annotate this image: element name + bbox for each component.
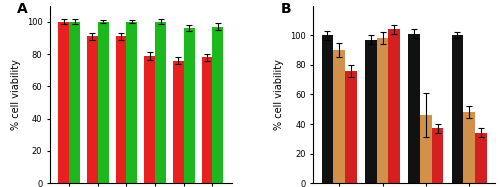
- Bar: [173, 61, 184, 183]
- Bar: [144, 56, 155, 183]
- Text: A: A: [18, 2, 28, 16]
- Bar: [420, 115, 432, 183]
- Text: B: B: [280, 2, 291, 16]
- Bar: [58, 22, 69, 183]
- Y-axis label: % cell viability: % cell viability: [11, 59, 21, 130]
- Bar: [322, 35, 334, 183]
- Bar: [212, 27, 224, 183]
- Bar: [475, 133, 486, 183]
- Bar: [155, 22, 166, 183]
- Bar: [432, 128, 444, 183]
- Bar: [69, 22, 80, 183]
- Bar: [202, 57, 212, 183]
- Bar: [365, 40, 376, 183]
- Bar: [98, 22, 108, 183]
- Bar: [87, 36, 98, 183]
- Y-axis label: % cell viability: % cell viability: [274, 59, 284, 130]
- Bar: [116, 36, 126, 183]
- Bar: [452, 35, 464, 183]
- Bar: [345, 71, 356, 183]
- Bar: [376, 38, 388, 183]
- Bar: [388, 29, 400, 183]
- Bar: [464, 112, 475, 183]
- Bar: [334, 50, 345, 183]
- Bar: [126, 22, 138, 183]
- Bar: [408, 34, 420, 183]
- Bar: [184, 28, 194, 183]
